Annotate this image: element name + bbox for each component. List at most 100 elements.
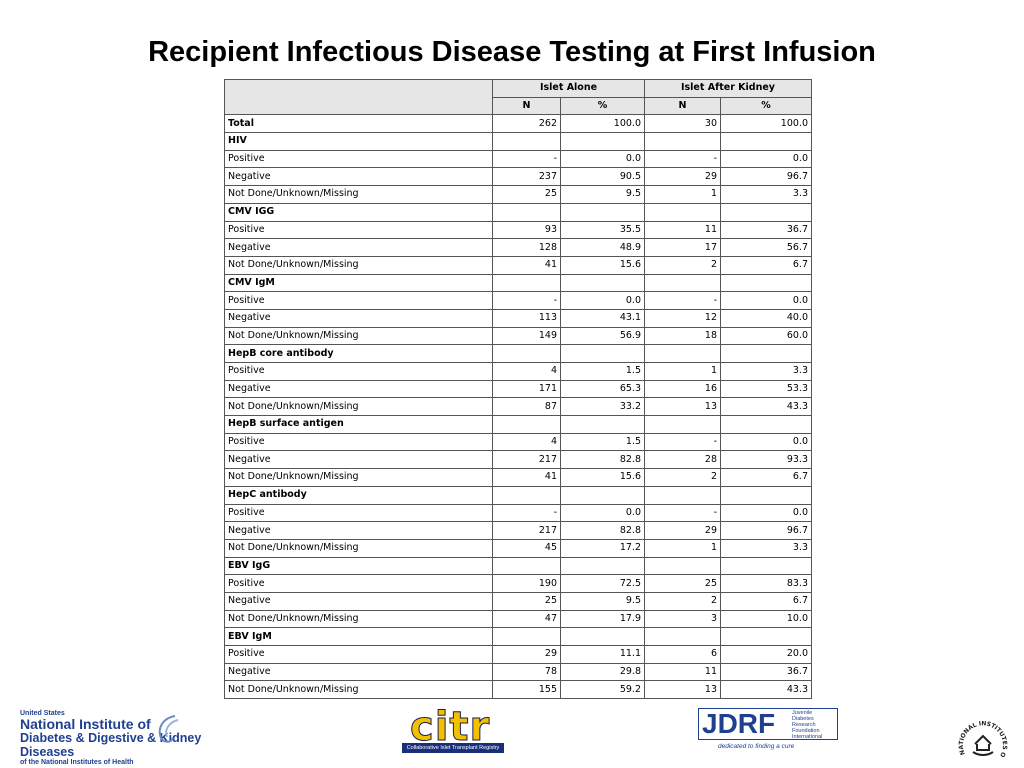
- row-label: Negative: [224, 238, 493, 257]
- cell-value: 29: [644, 167, 721, 187]
- cell-value: 2: [644, 591, 721, 611]
- column-header-pct: %: [720, 96, 812, 116]
- cell-value: 3: [644, 609, 721, 629]
- cell-value: 1: [644, 185, 721, 204]
- row-label: Not Done/Unknown/Missing: [224, 397, 493, 417]
- section-header-row: HepC antibody: [224, 485, 812, 505]
- table-row: Positive 4 1.5 1 3.3: [224, 362, 812, 381]
- table-row: Negative 78 29.8 11 36.7: [224, 662, 812, 682]
- cell-value: 53.3: [720, 379, 812, 399]
- cell-value: 113: [492, 308, 561, 328]
- cell-value: 100.0: [720, 114, 812, 134]
- section-header-row: EBV IgM: [224, 627, 812, 646]
- row-label: Negative: [224, 521, 493, 540]
- cell-value: 93: [492, 220, 561, 240]
- cell-value: -: [644, 149, 721, 169]
- citr-subtitle: Collaborative Islet Transplant Registry: [402, 743, 504, 753]
- cell-value: 11.1: [560, 645, 645, 664]
- jdrf-side-line: International: [792, 734, 823, 740]
- empty-cell: [560, 415, 645, 434]
- cell-value: 43.1: [560, 308, 645, 328]
- niddk-logo: United States National Institute of Diab…: [20, 710, 250, 766]
- jdrf-logo: JDRF Juvenile Diabetes Research Foundati…: [698, 708, 838, 754]
- cell-value: 0.0: [560, 149, 645, 169]
- table-row: Not Done/Unknown/Missing 47 17.9 3 10.0: [224, 609, 812, 629]
- section-label: EBV IgG: [224, 556, 493, 576]
- empty-cell: [644, 132, 721, 151]
- cell-value: 11: [644, 220, 721, 240]
- cell-value: -: [644, 503, 721, 523]
- table-row: Negative 25 9.5 2 6.7: [224, 591, 812, 611]
- cell-value: 15.6: [560, 468, 645, 487]
- row-label: Positive: [224, 220, 493, 240]
- empty-cell: [492, 627, 561, 646]
- cell-value: 59.2: [560, 680, 645, 700]
- row-label: Negative: [224, 450, 493, 470]
- table-row: Positive 190 72.5 25 83.3: [224, 574, 812, 593]
- cell-value: 36.7: [720, 662, 812, 682]
- cell-value: 1.5: [560, 362, 645, 381]
- row-label: Negative: [224, 662, 493, 682]
- cell-value: 13: [644, 680, 721, 700]
- row-label: Negative: [224, 167, 493, 187]
- empty-cell: [560, 485, 645, 505]
- row-label: Positive: [224, 645, 493, 664]
- cell-value: 6: [644, 645, 721, 664]
- cell-value: 78: [492, 662, 561, 682]
- cell-value: 29: [492, 645, 561, 664]
- table-row: Positive 4 1.5-0.0: [224, 432, 812, 452]
- cell-value: 36.7: [720, 220, 812, 240]
- niddk-logo-line: Diabetes & Digestive & Kidney Diseases: [20, 731, 202, 759]
- citr-wordmark: citr: [409, 704, 491, 751]
- cell-value: -: [644, 432, 721, 452]
- cell-value: 237: [492, 167, 561, 187]
- cell-value: 83.3: [720, 574, 812, 593]
- total-label: Total: [224, 114, 493, 134]
- cell-value: 9.5: [560, 185, 645, 204]
- cell-value: 128: [492, 238, 561, 257]
- empty-cell: [560, 202, 645, 222]
- empty-cell: [644, 202, 721, 222]
- empty-cell: [644, 627, 721, 646]
- section-label: CMV IGG: [224, 202, 493, 222]
- cell-value: 6.7: [720, 255, 812, 275]
- cell-value: 82.8: [560, 450, 645, 470]
- cell-value: 10.0: [720, 609, 812, 629]
- table-row: Not Done/Unknown/Missing 41 15.6 2 6.7: [224, 255, 812, 275]
- cell-value: 1: [644, 538, 721, 558]
- cell-value: 28: [644, 450, 721, 470]
- empty-cell: [644, 556, 721, 576]
- cell-value: 2: [644, 468, 721, 487]
- row-label: Not Done/Unknown/Missing: [224, 185, 493, 204]
- cell-value: 15.6: [560, 255, 645, 275]
- cell-value: 0.0: [720, 291, 812, 310]
- cell-value: 4: [492, 362, 561, 381]
- cell-value: 3.3: [720, 362, 812, 381]
- cell-value: 1.5: [560, 432, 645, 452]
- cell-value: 0.0: [720, 149, 812, 169]
- group-header-islet-after-kidney: Islet After Kidney: [644, 79, 812, 98]
- empty-cell: [560, 273, 645, 293]
- empty-cell: [644, 344, 721, 363]
- cell-value: 43.3: [720, 397, 812, 417]
- cell-value: 56.9: [560, 326, 645, 346]
- section-label: HepB surface antigen: [224, 415, 493, 434]
- niddk-logo-line: National Institute of: [20, 716, 151, 732]
- cell-value: 171: [492, 379, 561, 399]
- table-row: Not Done/Unknown/Missing 25 9.5 1 3.3: [224, 185, 812, 204]
- table-row: Not Done/Unknown/Missing 149 56.9 18 60.0: [224, 326, 812, 346]
- jdrf-side-line: Juvenile: [792, 710, 813, 716]
- cell-value: 262: [492, 114, 561, 134]
- empty-cell: [492, 273, 561, 293]
- empty-cell: [720, 132, 812, 151]
- section-header-row: CMV IgM: [224, 273, 812, 293]
- niddk-logo-line: of the National Institutes of Health: [20, 759, 134, 766]
- section-label: HIV: [224, 132, 493, 151]
- cell-value: 217: [492, 521, 561, 540]
- cell-value: 12: [644, 308, 721, 328]
- empty-cell: [720, 344, 812, 363]
- empty-cell: [720, 485, 812, 505]
- cell-value: 17.9: [560, 609, 645, 629]
- section-header-row: EBV IgG: [224, 556, 812, 576]
- jdrf-box: [698, 708, 838, 740]
